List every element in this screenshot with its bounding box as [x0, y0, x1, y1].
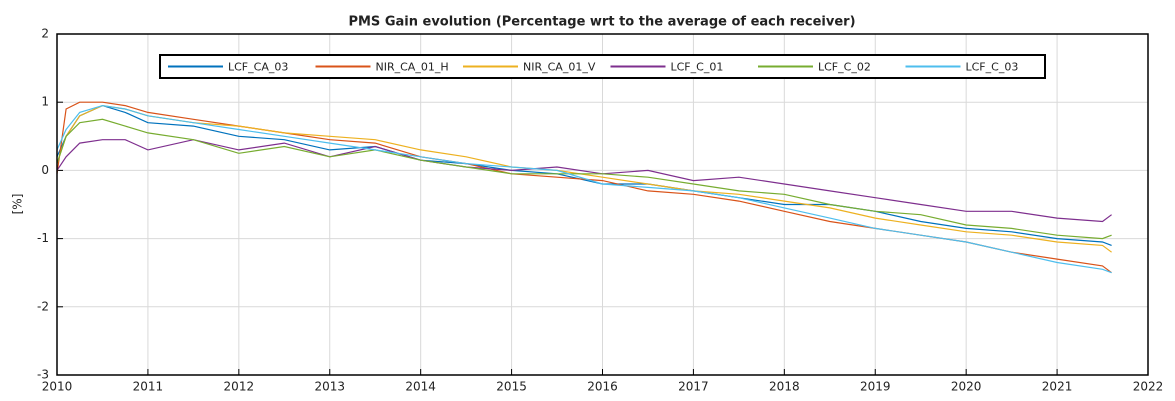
- x-tick-label: 2013: [314, 380, 345, 394]
- legend-label: NIR_CA_01_V: [523, 61, 596, 74]
- series-line: [56, 104, 1112, 246]
- series-line: [56, 101, 1112, 274]
- x-tick-label: 2017: [678, 380, 709, 394]
- x-tick-label: 2012: [224, 380, 255, 394]
- legend-label: LCF_C_01: [671, 61, 724, 74]
- x-tick-label: 2016: [587, 380, 618, 394]
- series-line: [56, 118, 1112, 240]
- y-tick-label: 0: [41, 163, 49, 177]
- y-tick-label: -3: [37, 368, 49, 382]
- x-tick-label: 2014: [405, 380, 436, 394]
- legend-label: LCF_C_02: [818, 61, 871, 74]
- x-tick-label: 2010: [42, 380, 73, 394]
- y-axis-label: [%]: [11, 194, 25, 215]
- x-tick-label: 2015: [496, 380, 527, 394]
- x-tick-label: 2022: [1133, 380, 1164, 394]
- legend-label: LCF_C_03: [966, 61, 1019, 74]
- chart-title: PMS Gain evolution (Percentage wrt to th…: [348, 15, 855, 30]
- series-line: [56, 139, 1112, 223]
- series-line: [56, 104, 1112, 274]
- plot-frame: [56, 33, 1149, 376]
- y-tick-label: -1: [37, 231, 49, 245]
- x-tick-label: 2019: [860, 380, 891, 394]
- y-tick-label: -2: [37, 299, 49, 313]
- x-tick-label: 2011: [133, 380, 164, 394]
- legend-label: NIR_CA_01_H: [376, 61, 449, 74]
- legend-box: [159, 54, 1046, 79]
- x-tick-label: 2020: [951, 380, 982, 394]
- y-tick-label: 1: [41, 95, 49, 109]
- y-tick-label: 2: [41, 27, 49, 41]
- x-tick-label: 2018: [769, 380, 800, 394]
- legend-label: LCF_CA_03: [228, 61, 288, 74]
- x-tick-label: 2021: [1042, 380, 1073, 394]
